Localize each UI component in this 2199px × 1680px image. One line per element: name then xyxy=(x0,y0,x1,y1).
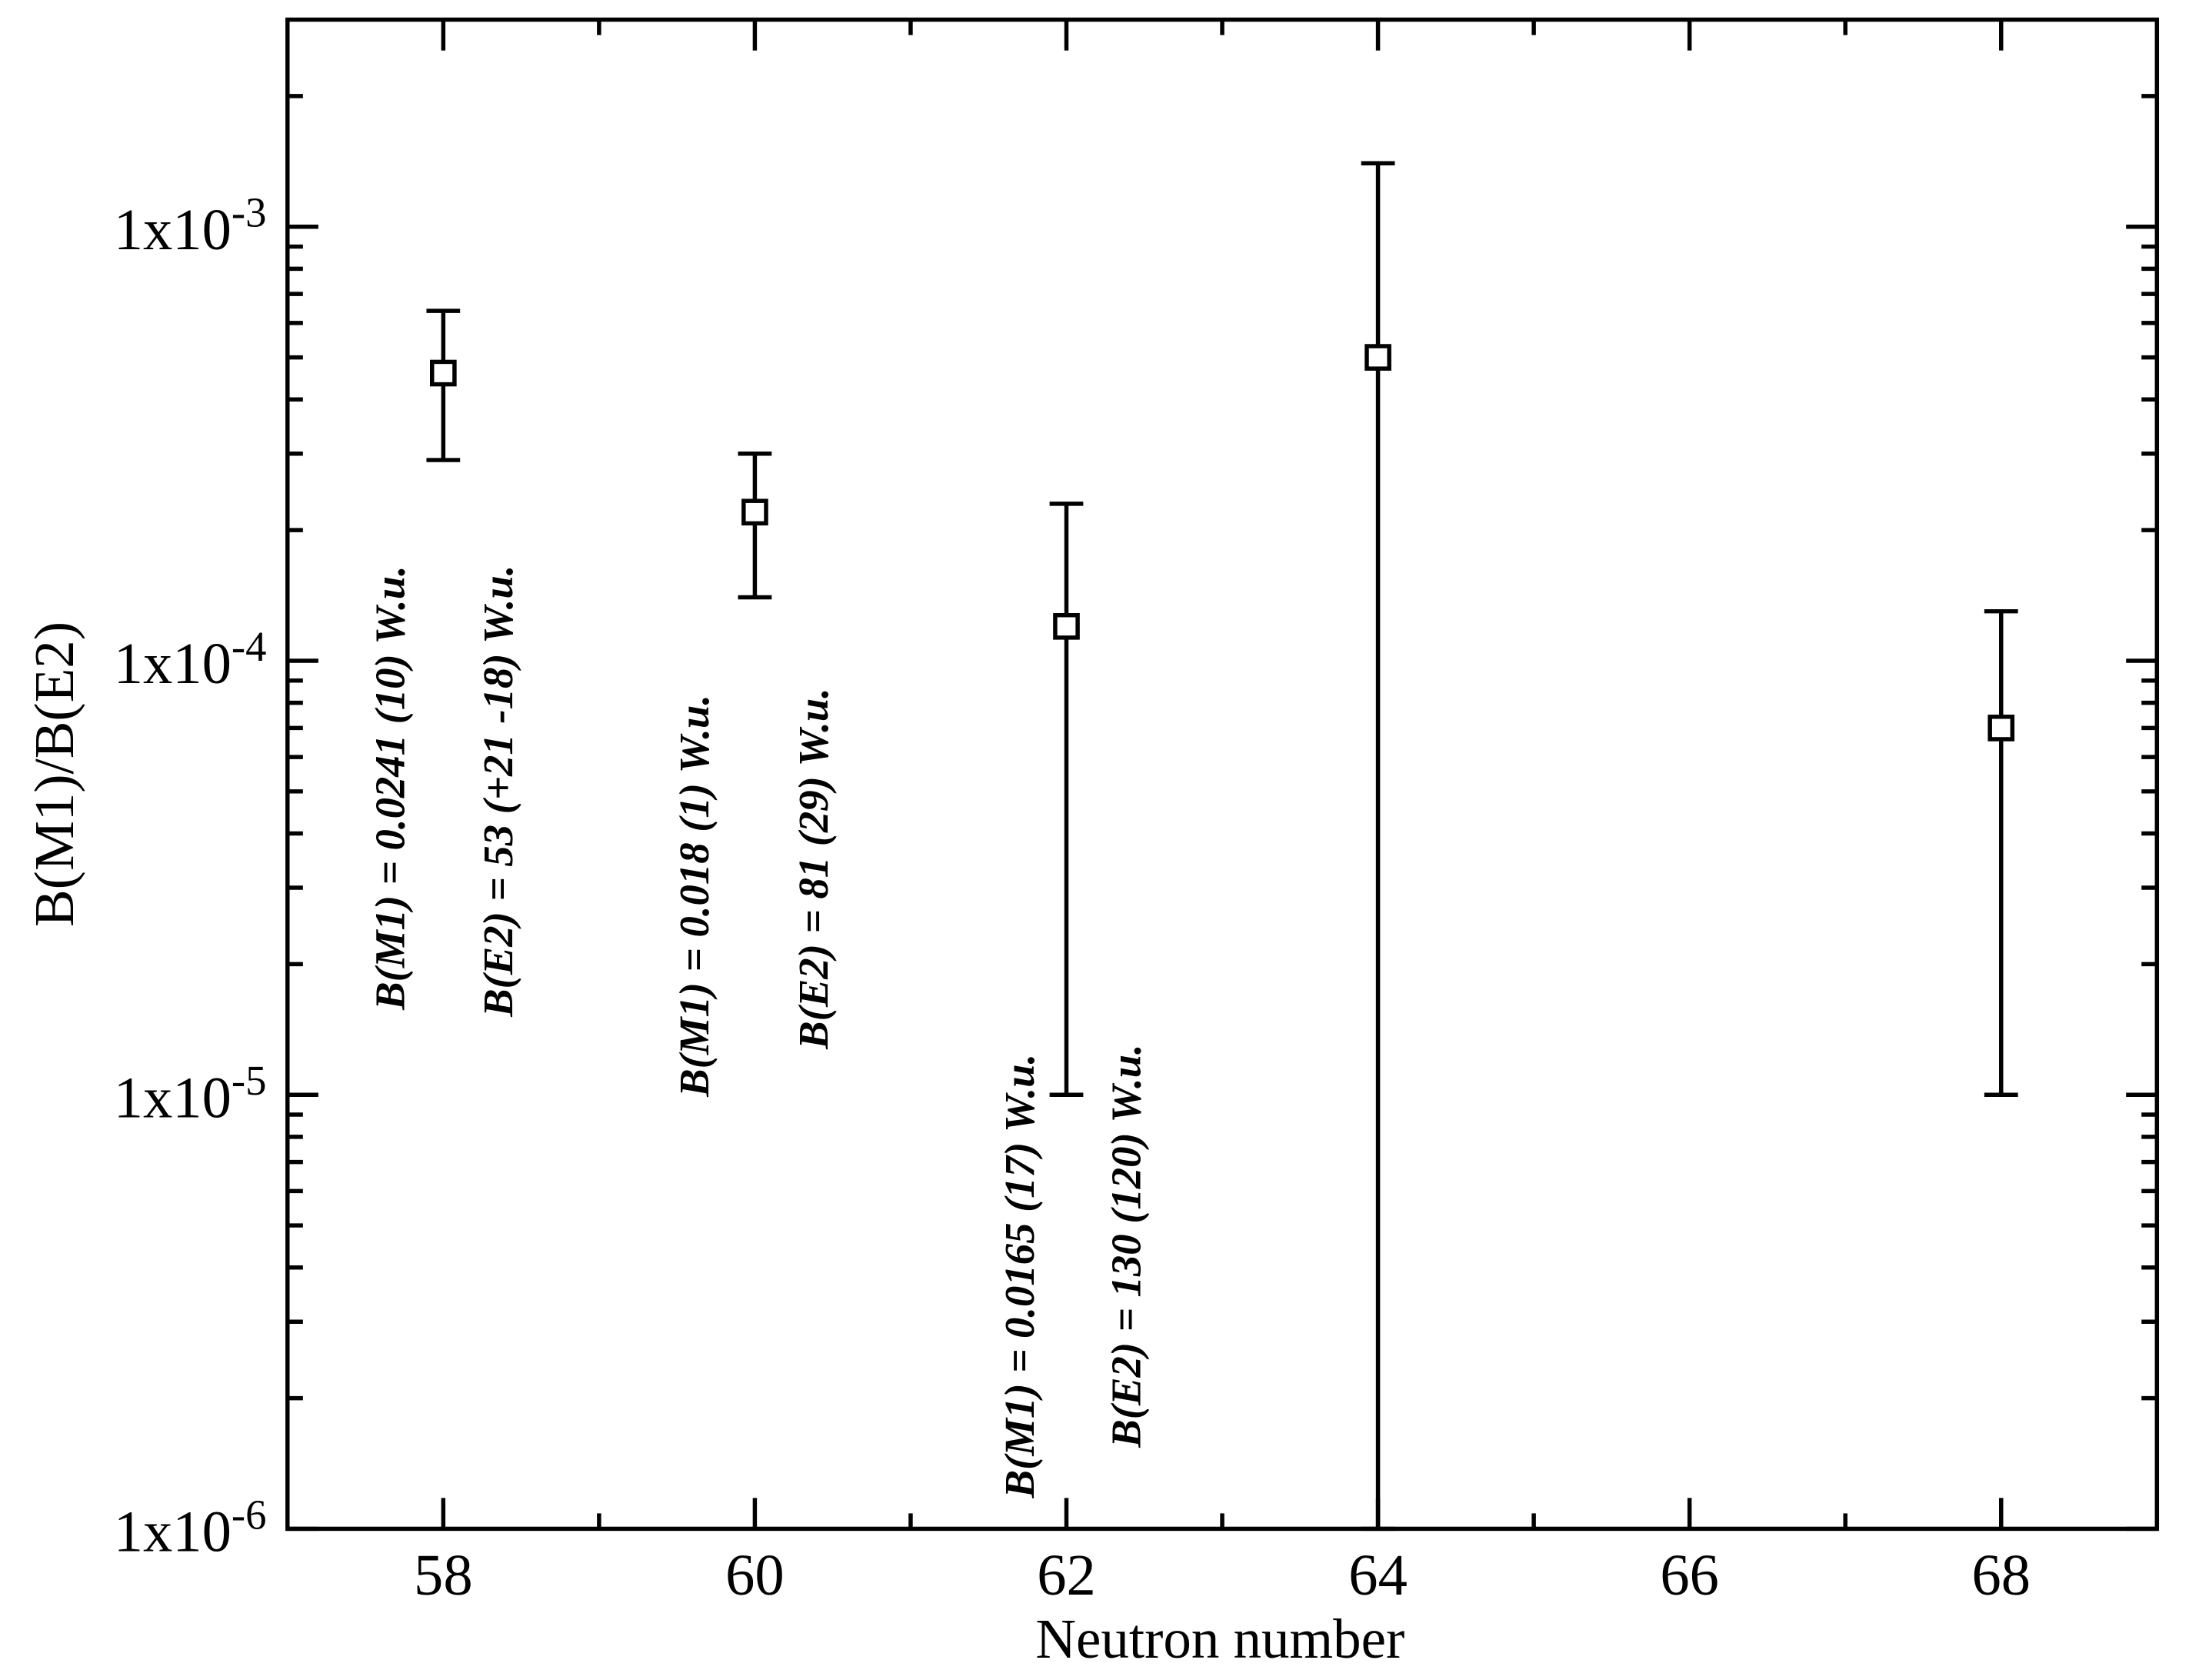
marker xyxy=(1053,612,1080,640)
y-tick-label-base: 1x10 xyxy=(114,631,232,696)
y-tick-label-base: 1x10 xyxy=(114,1499,232,1565)
x-axis-title: Neutron number xyxy=(1035,1608,1404,1670)
y-tick-label: 1x10-4 xyxy=(114,623,267,696)
x-tick-label: 62 xyxy=(1037,1542,1096,1608)
x-tick-label: 58 xyxy=(414,1542,473,1608)
x-tick-label: 60 xyxy=(725,1542,785,1608)
y-axis-title: B(M1)/B(E2) xyxy=(23,622,85,927)
y-tick-label-exponent: -3 xyxy=(232,189,267,236)
annotation: B(M1) = 0.018 (1) W.u. xyxy=(671,695,718,1098)
marker xyxy=(1987,715,2015,742)
annotation: B(E2) = 130 (120) W.u. xyxy=(1103,1044,1150,1448)
y-tick-label: 1x10-6 xyxy=(114,1491,267,1564)
annotation: B(E2) = 53 (+21 -18) W.u. xyxy=(475,565,521,1017)
y-tick-label-base: 1x10 xyxy=(114,197,232,262)
annotation: B(M1) = 0.0165 (17) W.u. xyxy=(996,1054,1043,1499)
y-tick-label: 1x10-3 xyxy=(114,189,267,262)
x-tick-label: 68 xyxy=(1971,1542,2031,1608)
y-tick-label: 1x10-5 xyxy=(114,1057,267,1130)
y-tick-label-exponent: -4 xyxy=(232,623,267,670)
annotation: B(E2) = 81 (29) W.u. xyxy=(790,688,837,1050)
annotation: B(M1) = 0.0241 (10) W.u. xyxy=(366,565,413,1011)
y-tick-label-exponent: -6 xyxy=(232,1491,267,1538)
marker xyxy=(741,498,768,526)
plot-frame xyxy=(285,17,2160,1532)
x-tick-label: 66 xyxy=(1660,1542,1719,1608)
marker xyxy=(1364,344,1391,371)
x-tick-label: 64 xyxy=(1348,1542,1408,1608)
y-tick-label-base: 1x10 xyxy=(114,1065,232,1130)
marker xyxy=(430,359,457,387)
y-tick-label-exponent: -5 xyxy=(232,1057,267,1104)
